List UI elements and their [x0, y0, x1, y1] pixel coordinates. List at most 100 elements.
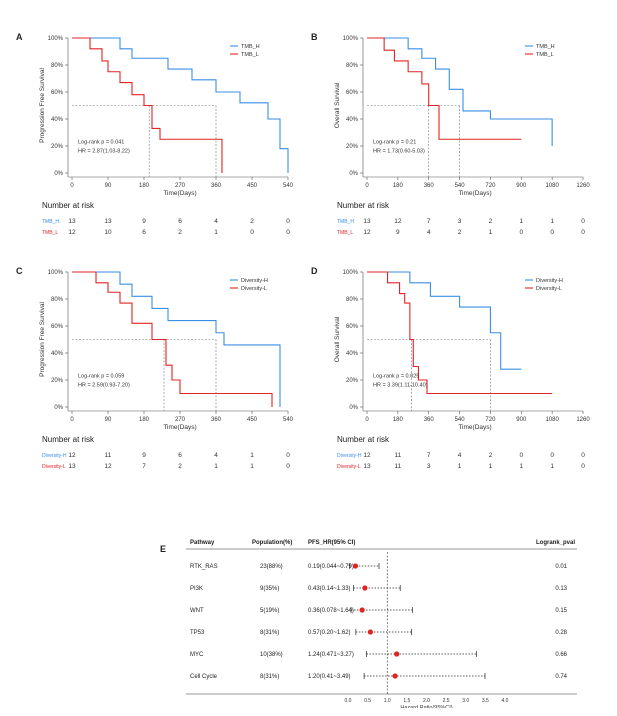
- y-tick-label: 100%: [48, 270, 64, 276]
- risk-value: 2: [178, 463, 182, 470]
- risk-value: 0: [581, 463, 585, 470]
- km-curve-high: [367, 37, 553, 146]
- risk-value: 7: [427, 218, 431, 225]
- x-tick-label: 0: [70, 417, 74, 423]
- y-tick-label: 20%: [346, 378, 359, 384]
- row-population: 10(38%): [260, 652, 283, 658]
- row-pathway: TP53: [190, 630, 205, 636]
- x-tick-label: 360: [424, 183, 435, 189]
- y-tick-label: 40%: [51, 351, 64, 357]
- risk-value: 0: [286, 229, 290, 236]
- row-hr-text: 0.43(0.14~1.33): [308, 586, 351, 592]
- risk-row-label: Diversity-H: [337, 453, 362, 459]
- hr-point: [392, 673, 398, 679]
- risk-value: 13: [68, 218, 76, 225]
- forest-x-axis-title: Hazard Ratio(95%CI): [400, 705, 452, 708]
- legend-label-low: Diversity-L: [536, 286, 562, 292]
- forest-x-tick-label: 1.5: [403, 698, 410, 704]
- km-curve-low: [367, 37, 522, 140]
- legend-label-high: TMB_H: [536, 44, 555, 50]
- risk-value: 1: [250, 463, 254, 470]
- y-tick-label: 80%: [51, 63, 64, 69]
- legend-label-low: Diversity-L: [241, 286, 267, 292]
- row-pval: 0.74: [555, 674, 567, 680]
- panel-d: D 0 180 360 540 720 900 1080 1260 0% 20% 40% 60% 80%…: [305, 262, 595, 492]
- risk-value: 12: [363, 229, 371, 236]
- x-tick-label: 540: [283, 183, 294, 189]
- x-tick-label: 360: [211, 417, 222, 423]
- risk-value: 0: [286, 452, 290, 459]
- hr-point: [359, 607, 365, 613]
- risk-row-label: Diversity-L: [337, 464, 361, 470]
- risk-row-label: Diversity-H: [42, 453, 67, 459]
- y-tick-label: 80%: [51, 297, 64, 303]
- risk-title: Number at risk: [337, 201, 390, 210]
- risk-row-label: Diversity-L: [42, 464, 66, 470]
- risk-value: 2: [489, 452, 493, 459]
- logrank-annotation: HR = 3.39(1.11-10.40): [373, 382, 428, 388]
- x-axis-title: Time(Days): [458, 424, 491, 431]
- hr-point: [367, 629, 373, 635]
- panel-b: B 0 180 360 540 720 900 1080 1260 0% 20% 40% 60% 80%…: [305, 28, 595, 248]
- x-tick-label: 360: [211, 183, 222, 189]
- km-curve-low: [72, 37, 223, 173]
- y-tick-label: 40%: [346, 117, 359, 123]
- y-tick-label: 20%: [346, 144, 359, 150]
- risk-value: 11: [394, 463, 401, 470]
- row-hr-text: 1.24(0.471~3.27): [308, 652, 354, 658]
- legend-label-low: TMB_L: [241, 52, 259, 58]
- row-population: 5(19%): [260, 608, 279, 614]
- risk-value: 1: [250, 452, 254, 459]
- y-tick-label: 80%: [346, 63, 359, 69]
- hr-point: [394, 651, 400, 657]
- y-tick-label: 20%: [51, 144, 64, 150]
- y-tick-label: 0%: [54, 171, 63, 177]
- risk-value: 13: [104, 218, 112, 225]
- row-population: 9(35%): [260, 586, 279, 592]
- forest-x-tick-label: 3.0: [462, 698, 469, 704]
- risk-value: 6: [178, 452, 182, 459]
- km-curve-low: [72, 271, 273, 407]
- panel-c-label: C: [16, 266, 23, 276]
- risk-value: 0: [250, 229, 254, 236]
- risk-value: 12: [394, 218, 402, 225]
- risk-value: 1: [214, 229, 218, 236]
- forest-plot: Pathway Population(%) PFS_HR(95% CI) Logran…: [186, 540, 577, 708]
- x-tick-label: 0: [365, 417, 369, 423]
- risk-value: 12: [104, 463, 112, 470]
- forest-x-tick-label: 4.0: [502, 698, 509, 704]
- row-pval: 0.28: [555, 630, 567, 636]
- legend-label-high: TMB_H: [241, 44, 260, 50]
- x-tick-label: 450: [247, 183, 258, 189]
- risk-value: 2: [178, 229, 182, 236]
- risk-row-label: TMB_H: [42, 219, 59, 225]
- y-tick-label: 60%: [346, 324, 359, 330]
- row-pathway: RTK_RAS: [190, 564, 218, 570]
- row-population: 8(31%): [260, 674, 279, 680]
- risk-value: 4: [214, 452, 218, 459]
- row-hr-text: 1.20(0.41~3.49): [308, 674, 351, 680]
- forest-x-tick-label: 1.0: [384, 698, 391, 704]
- x-tick-label: 270: [175, 417, 186, 423]
- forest-x-tick-label: 2.5: [443, 698, 450, 704]
- legend-label-low: TMB_L: [536, 52, 554, 58]
- x-tick-label: 180: [393, 183, 404, 189]
- risk-row-label: TMB_L: [42, 230, 58, 236]
- km-curve-high: [367, 271, 522, 370]
- x-tick-label: 90: [105, 417, 112, 423]
- x-tick-label: 90: [105, 183, 112, 189]
- y-tick-label: 100%: [48, 36, 64, 42]
- y-tick-label: 60%: [51, 90, 64, 96]
- risk-value: 9: [396, 229, 400, 236]
- x-tick-label: 900: [516, 183, 527, 189]
- risk-value: 13: [363, 218, 371, 225]
- x-tick-label: 450: [247, 417, 258, 423]
- row-pval: 0.15: [555, 608, 567, 614]
- risk-value: 1: [519, 218, 523, 225]
- forest-x-tick-label: 3.5: [482, 698, 489, 704]
- row-hr-text: 0.19(0.044~0.79): [308, 564, 354, 570]
- panel-e: E Pathway Population(%) PFS_HR(95% CI) Logr…: [160, 528, 590, 708]
- risk-value: 0: [581, 229, 585, 236]
- y-tick-label: 40%: [346, 351, 359, 357]
